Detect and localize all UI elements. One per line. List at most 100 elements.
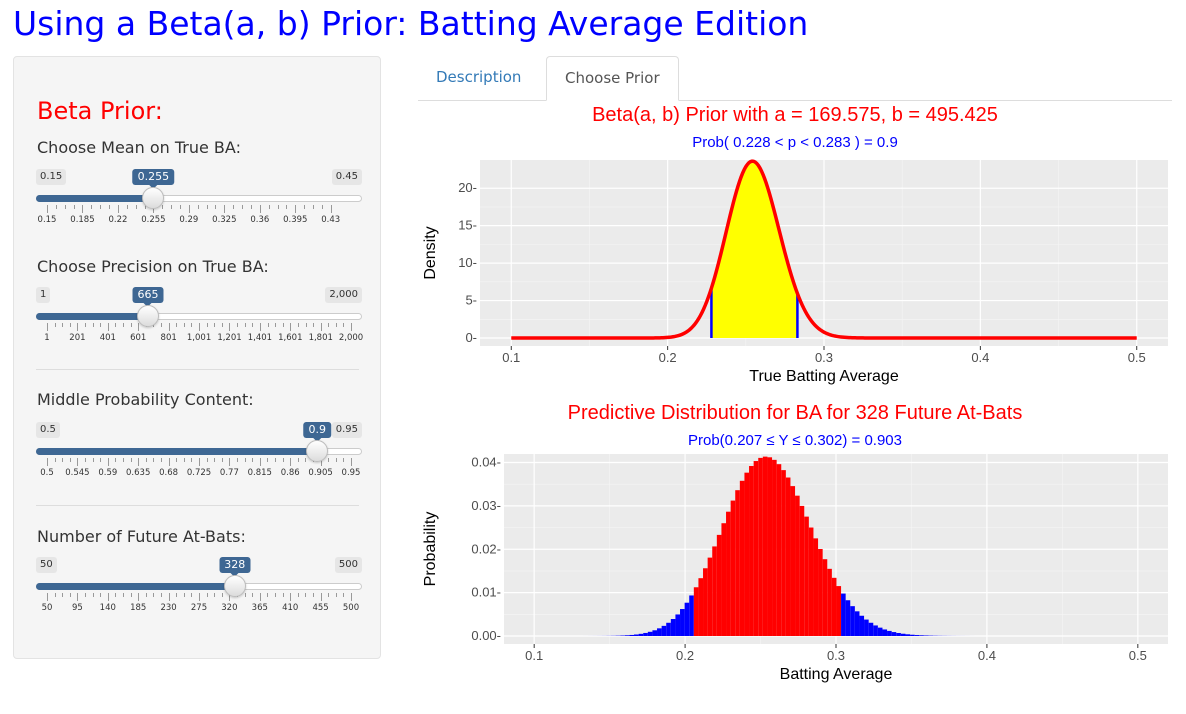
slider-tick-label: 455 bbox=[312, 603, 329, 613]
slider-handle[interactable] bbox=[142, 187, 165, 209]
slider-tick-label: 95 bbox=[71, 603, 83, 613]
slider-major-tick bbox=[290, 323, 292, 331]
predictive-bar-outside bbox=[841, 593, 846, 636]
predictive-bar-inside bbox=[827, 568, 832, 636]
predictive-plot-title: Predictive Distribution for BA for 328 F… bbox=[567, 402, 1023, 424]
predictive-bar-inside bbox=[799, 505, 805, 636]
sidebar-divider bbox=[36, 369, 359, 370]
predictive-bar-outside bbox=[850, 606, 855, 636]
predictive-bar-outside bbox=[666, 622, 671, 636]
slider-tick-label: 0.36 bbox=[250, 215, 270, 225]
predictive-bar-inside bbox=[707, 557, 713, 636]
predictive-bar-inside bbox=[831, 577, 837, 636]
slider-major-tick bbox=[199, 458, 200, 466]
slider-minor-tick bbox=[130, 593, 132, 597]
slider-tick-labels: 0.15 0.185 0.22 0.255 0.29 0.325 0.36 0.395 0.43 bbox=[36, 215, 362, 227]
prior-plot-y-tick-label: 5- bbox=[465, 293, 477, 308]
slider-major-tick bbox=[320, 593, 322, 601]
predictive-bar-outside bbox=[670, 619, 676, 636]
predictive-bar-outside bbox=[877, 627, 883, 636]
future-at-bats-slider[interactable]: 50 500 328 50 95 140 185 230 275 320 365 410 455 500 bbox=[36, 557, 362, 627]
slider-minor-tick bbox=[100, 593, 102, 597]
slider-major-tick bbox=[320, 323, 322, 331]
precision-slider-label: Choose Precision on True BA: bbox=[37, 257, 269, 276]
slider-minor-tick bbox=[123, 323, 125, 327]
mean-slider[interactable]: 0.15 0.45 0.255 0.15 0.185 0.22 0.255 0.29 0.325… bbox=[36, 169, 362, 239]
slider-min-label: 0.5 bbox=[36, 422, 60, 438]
slider-minor-tick bbox=[161, 593, 162, 597]
slider-tick-label: 801 bbox=[160, 333, 177, 343]
predictive-bar-outside bbox=[905, 634, 911, 636]
slider-minor-tick bbox=[69, 458, 71, 462]
probability-content-slider[interactable]: 0.5 0.95 0.9 0.5 0.545 0.59 0.635 0.68 0.725 0.77… bbox=[36, 422, 362, 492]
slider-handle[interactable] bbox=[223, 575, 246, 597]
slider-minor-tick bbox=[183, 593, 185, 597]
slider-minor-tick bbox=[54, 593, 56, 597]
sidebar-heading: Beta Prior: bbox=[37, 97, 163, 125]
slider-tick-label: 0.545 bbox=[65, 468, 90, 478]
slider-minor-tick bbox=[343, 458, 345, 462]
slider-tick-label: 140 bbox=[99, 603, 116, 613]
slider-fill bbox=[36, 448, 318, 455]
slider-minor-tick bbox=[275, 593, 276, 597]
predictive-plot-y-tick-label: 0.00- bbox=[471, 628, 501, 643]
slider-max-label: 0.45 bbox=[331, 169, 362, 185]
predictive-bar-outside bbox=[859, 615, 865, 636]
slider-tick-label: 1,801 bbox=[308, 333, 333, 343]
slider-handle[interactable] bbox=[136, 305, 159, 327]
slider-major-tick bbox=[229, 323, 231, 331]
predictive-bar-outside bbox=[624, 635, 630, 636]
predictive-bar-inside bbox=[703, 568, 708, 636]
predictive-plot-subtitle: Prob(0.207 ≤ Y ≤ 0.302) = 0.903 bbox=[688, 432, 902, 449]
slider-minor-tick bbox=[244, 323, 246, 327]
slider-handle[interactable] bbox=[306, 440, 329, 462]
slider-minor-tick bbox=[180, 205, 181, 209]
slider-major-tick bbox=[290, 593, 292, 601]
slider-minor-tick bbox=[305, 323, 307, 327]
slider-minor-tick bbox=[214, 458, 216, 462]
tab-choose-prior[interactable]: Choose Prior bbox=[546, 56, 679, 101]
slider-major-tick bbox=[47, 458, 48, 466]
slider-minor-tick bbox=[130, 458, 132, 462]
slider-tick-label: 0.15 bbox=[37, 215, 57, 225]
predictive-bar-outside bbox=[919, 635, 924, 636]
predictive-bar-inside bbox=[712, 546, 717, 636]
slider-tick-label: 410 bbox=[282, 603, 299, 613]
slider-minor-tick bbox=[171, 205, 173, 209]
slider-value-label: 0.255 bbox=[132, 169, 175, 189]
slider-minor-tick bbox=[221, 458, 223, 462]
slider-minor-tick bbox=[214, 593, 216, 597]
slider-minor-tick bbox=[85, 458, 86, 462]
slider-minor-tick bbox=[242, 205, 244, 209]
slider-minor-tick bbox=[183, 323, 185, 327]
tab-description[interactable]: Description bbox=[436, 68, 522, 86]
slider-minor-tick bbox=[123, 593, 124, 597]
slider-tick-label: 0.395 bbox=[283, 215, 308, 225]
slider-tick-label: 185 bbox=[130, 603, 147, 613]
slider-minor-tick bbox=[62, 323, 64, 327]
prior-plot-title: Beta(a, b) Prior with a = 169.575, b = 4… bbox=[592, 104, 998, 126]
predictive-plot-x-tick-label: 0.1 bbox=[525, 648, 543, 663]
slider-tick-label: 0.815 bbox=[247, 468, 272, 478]
slider-minor-tick bbox=[161, 458, 162, 462]
slider-tick-label: 1 bbox=[44, 333, 50, 343]
slider-major-tick bbox=[259, 458, 261, 466]
slider-value-label: 0.9 bbox=[303, 422, 331, 442]
slider-major-tick bbox=[199, 323, 201, 331]
predictive-bar-inside bbox=[818, 548, 823, 636]
slider-minor-tick bbox=[328, 323, 330, 327]
prior-plot-y-tick-label: 10- bbox=[458, 255, 477, 270]
precision-slider[interactable]: 1 2,000 665 1 201 401 601 801 1,001 1,201 1,401 1,6… bbox=[36, 287, 363, 357]
slider-tick-label: 230 bbox=[160, 603, 177, 613]
slider-min-label: 50 bbox=[36, 557, 57, 573]
slider-tick-label: 0.77 bbox=[219, 468, 239, 478]
slider-minor-tick bbox=[191, 458, 193, 462]
slider-minor-tick bbox=[297, 593, 299, 597]
predictive-bar-inside bbox=[758, 457, 763, 636]
slider-minor-tick bbox=[85, 323, 87, 327]
slider-minor-tick bbox=[100, 458, 102, 462]
future-at-bats-slider-label: Number of Future At-Bats: bbox=[37, 527, 246, 546]
slider-tick-label: 0.43 bbox=[321, 215, 341, 225]
slider-minor-tick bbox=[197, 205, 199, 209]
slider-minor-tick bbox=[252, 593, 254, 597]
